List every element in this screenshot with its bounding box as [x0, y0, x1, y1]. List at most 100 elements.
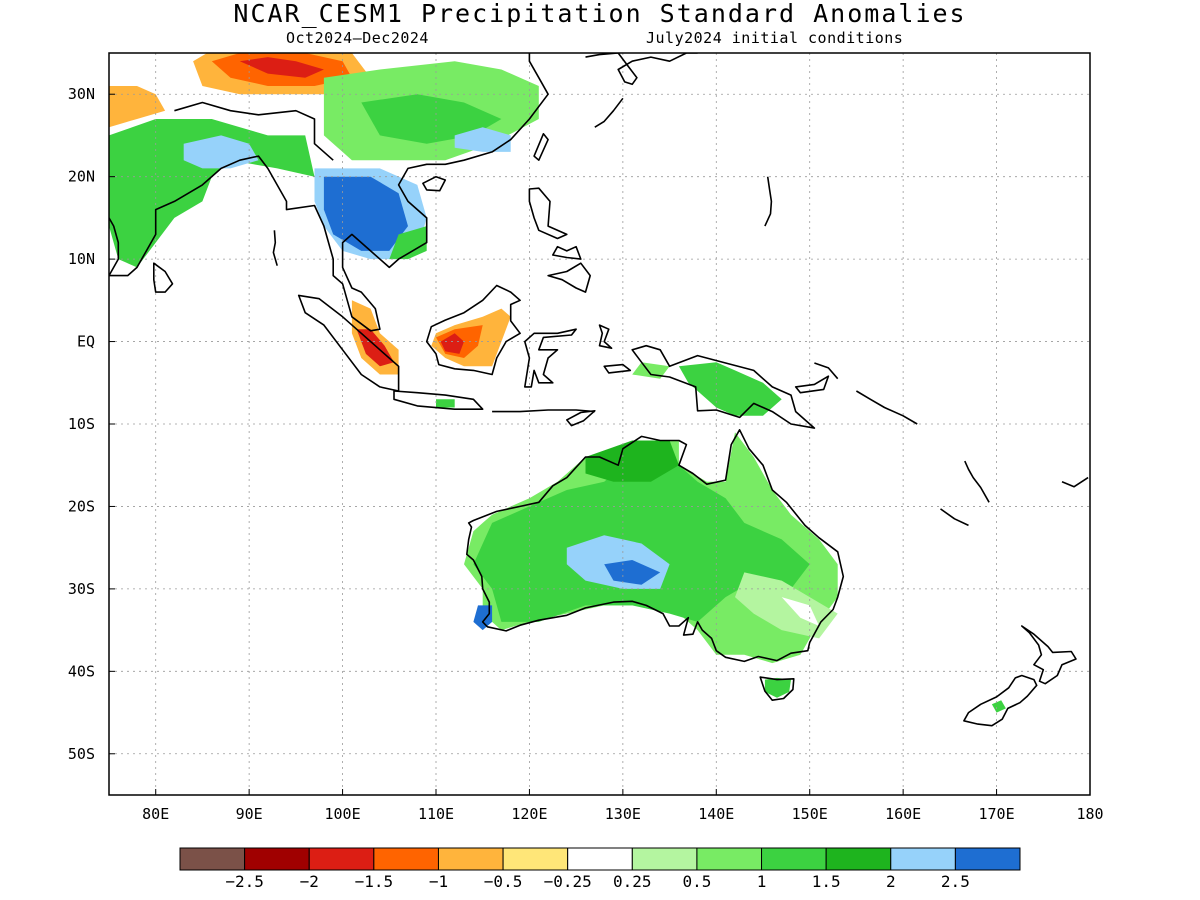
- colorbar-swatch: [373, 847, 439, 871]
- coastline-tasmania: [759, 676, 795, 702]
- coastline-seram: [603, 363, 632, 374]
- coastline-hainan: [422, 175, 447, 192]
- lon-tick-label: 170E: [979, 805, 1015, 823]
- anomaly-region-central-aus-core: [604, 560, 661, 585]
- lat-tick-label: 20N: [68, 168, 95, 186]
- coastline-nz-south: [963, 674, 1038, 727]
- lat-tick-label: 30N: [68, 85, 95, 103]
- colorbar-label: 2.5: [941, 872, 970, 891]
- anomaly-region-png-wet-light: [632, 362, 670, 379]
- coastline-solomons: [855, 390, 918, 425]
- colorbar-swatch: [567, 847, 633, 871]
- colorbar-swatch: [825, 847, 892, 871]
- coastline-australia: [465, 428, 845, 663]
- coastline-visayas: [551, 245, 582, 260]
- anomaly-region-vietnam-wet: [389, 226, 427, 260]
- coastline-korea-japan: [585, 53, 698, 86]
- lat-tick-label: 40S: [68, 662, 95, 680]
- lon-tick-label: 100E: [325, 805, 361, 823]
- coastline-fiji: [1061, 476, 1089, 488]
- longitude-axis: 80E 90E 100E 110E 120E 130E 140E 150E 160E 170E 18…: [142, 789, 1104, 823]
- coastline-andaman: [272, 230, 278, 266]
- lat-tick-label: 50S: [68, 745, 95, 763]
- coastline-sri-lanka: [153, 262, 174, 293]
- anomaly-region-india-wet: [109, 119, 315, 268]
- anomaly-region-nz-wet: [991, 700, 1006, 713]
- colorbar-swatch: [437, 847, 504, 871]
- lat-lon-grid: [109, 53, 1090, 795]
- lon-tick-label: 130E: [605, 805, 641, 823]
- coastline-mindanao: [547, 262, 592, 293]
- lat-tick-label: 30S: [68, 580, 95, 598]
- coastline-lesser-sundas: [492, 409, 595, 413]
- anomaly-region-india-dry: [109, 86, 166, 128]
- colorbar-swatch: [631, 847, 698, 871]
- colorbar-label: −2.5: [225, 872, 264, 891]
- coastline-new-caledonia: [940, 508, 969, 527]
- coastline-luzon: [528, 187, 568, 240]
- colorbar-swatch: [244, 847, 310, 871]
- anomaly-region-png-wet: [678, 362, 782, 416]
- coastlines: [109, 53, 1089, 727]
- coastline-ryukyu: [594, 97, 624, 128]
- anomaly-region-borneo-dry-deep: [440, 333, 464, 354]
- colorbar-swatch: [308, 847, 375, 871]
- colorbar-swatch: [954, 847, 1021, 871]
- colorbar-label: −2: [300, 872, 319, 891]
- coastline-vanuatu: [964, 460, 990, 503]
- colorbar-label: 0.25: [613, 872, 652, 891]
- coastline-sulawesi: [523, 328, 577, 388]
- lon-tick-label: 80E: [142, 805, 169, 823]
- lon-tick-label: 180: [1076, 805, 1103, 823]
- coastline-asia-mainland: [109, 53, 549, 332]
- anomaly-region-australia-wet-dark: [473, 457, 810, 622]
- initial-conditions: July2024 initial conditions: [646, 29, 904, 47]
- colorbar-label: −1: [429, 872, 448, 891]
- coastline-taiwan: [533, 133, 549, 161]
- lat-tick-label: 10S: [68, 415, 95, 433]
- coastline-new-ireland: [814, 362, 839, 380]
- coastline-micronesia: [764, 176, 773, 227]
- lat-tick-label: 10N: [68, 250, 95, 268]
- coastline-india-west: [109, 217, 120, 276]
- latitude-axis: 30N 20N 10N EQ 10S 20S 30S 40S 50S: [68, 85, 115, 763]
- colorbar-label: −0.25: [544, 872, 592, 891]
- anomaly-region-china-wet-blue: [454, 127, 511, 152]
- colorbar-label: 2: [886, 872, 896, 891]
- colorbar-swatch: [502, 847, 569, 871]
- colorbar-swatch: [890, 847, 956, 871]
- colorbar-swatch: [761, 847, 827, 871]
- coastline-halmahera: [598, 324, 613, 350]
- coastline-bay-inlet: [174, 101, 334, 161]
- map-title: NCAR_CESM1 Precipitation Standard Anomal…: [233, 0, 967, 28]
- colorbar-swatch: [696, 847, 763, 871]
- anomaly-region-sw-aus-blue: [473, 605, 493, 631]
- lat-tick-label: 20S: [68, 497, 95, 515]
- coastline-new-guinea: [631, 344, 816, 429]
- coastline-java: [393, 390, 484, 411]
- colorbar-label: 1.5: [812, 872, 841, 891]
- coastline-timor: [565, 409, 596, 427]
- colorbar-swatch: [179, 847, 246, 871]
- lon-tick-label: 120E: [511, 805, 547, 823]
- anomaly-region-indochina-core: [323, 176, 408, 251]
- anomaly-region-china-wet-dark: [361, 94, 502, 144]
- anomaly-region-nw-australia-wet: [585, 440, 679, 482]
- anomaly-region-tibet-dry-deep: [239, 57, 324, 78]
- lat-tick-label: EQ: [77, 333, 95, 351]
- colorbar-label: −0.5: [484, 872, 523, 891]
- coastline-nz-north: [1020, 625, 1077, 685]
- anomaly-region-java-wet: [436, 399, 455, 408]
- colorbar-label: 1: [757, 872, 767, 891]
- colorbar: −2.5 −2 −1.5 −1 −0.5 −0.25 0.25 0.5 1 1.5 2 2.5: [179, 847, 1021, 891]
- anomaly-region-tasmania-wet: [764, 677, 791, 698]
- colorbar-label: 0.5: [682, 872, 711, 891]
- anomaly-shading: [109, 53, 1006, 713]
- forecast-period: Oct2024–Dec2024: [286, 29, 429, 47]
- lon-tick-label: 140E: [698, 805, 734, 823]
- lon-tick-label: 90E: [236, 805, 263, 823]
- lon-tick-label: 160E: [885, 805, 921, 823]
- coastline-borneo: [425, 284, 521, 376]
- lon-tick-label: 110E: [418, 805, 454, 823]
